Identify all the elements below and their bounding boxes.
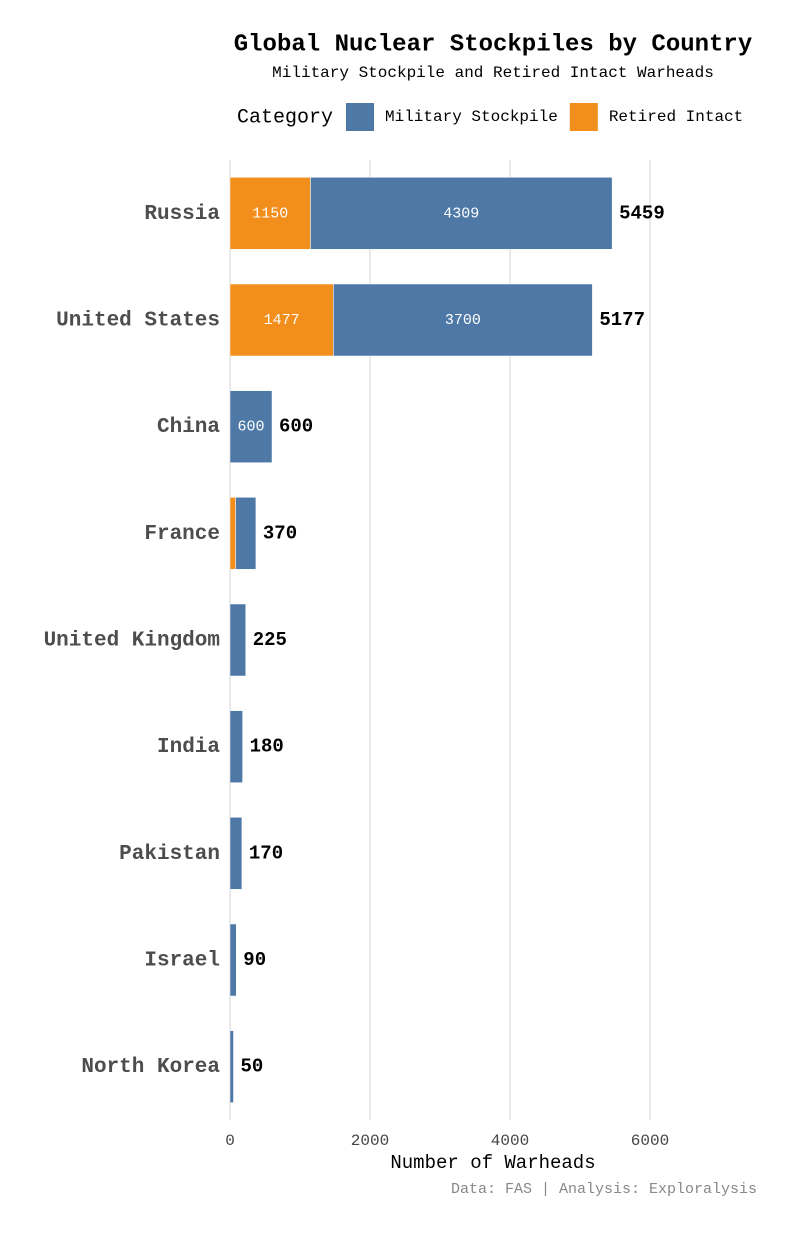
bar-segment [229,923,237,997]
chart-subtitle: Military Stockpile and Retired Intact Wa… [272,64,714,82]
x-tick-label: 0 [225,1132,235,1150]
segment-label: 1477 [264,312,300,329]
y-tick-label: United Kingdom [44,630,220,653]
total-label: 225 [253,629,287,651]
total-label: 600 [279,416,313,438]
total-label: 50 [241,1056,264,1078]
bar-segment [229,603,246,677]
legend-swatch [346,103,374,131]
bar-segment [229,1030,234,1103]
segment-label: 1150 [252,205,288,222]
y-tick-label: Israel [144,950,220,973]
total-label: 5177 [599,309,645,331]
bar-segment [310,177,613,250]
x-tick-label: 4000 [491,1132,529,1150]
bar-segment [333,283,593,357]
y-tick-label: India [157,736,220,759]
bar-segment [229,710,243,783]
legend-title: Category [237,106,333,129]
x-axis-label: Number of Warheads [390,1152,595,1174]
bar-segment [229,497,236,570]
total-label: 370 [263,522,297,544]
total-label: 90 [243,949,266,971]
y-tick-label: Pakistan [119,843,220,866]
legend-swatch [569,103,598,131]
segment-label: 3700 [445,312,481,329]
y-tick-label: Russia [144,203,220,226]
y-tick-label: United States [56,310,220,333]
bar-segment [229,817,243,890]
legend-label: Military Stockpile [385,108,558,126]
bar-segment [235,497,257,570]
y-tick-label: North Korea [81,1056,220,1079]
total-label: 170 [249,842,283,864]
chart-title: Global Nuclear Stockpiles by Country [234,31,752,58]
legend-label: Retired Intact [609,108,743,126]
caption: Data: FAS | Analysis: Exploralysis [451,1181,757,1198]
y-tick-label: France [144,523,220,546]
segment-label: 600 [237,419,264,436]
x-tick-label: 2000 [351,1132,389,1150]
bar-segment [229,390,273,463]
segment-label: 4309 [443,205,479,222]
bar-segment [229,177,311,250]
total-label: 180 [250,736,284,758]
total-label: 5459 [619,202,665,224]
y-tick-label: China [157,416,220,439]
x-tick-label: 6000 [631,1132,669,1150]
bar-segment [229,283,334,357]
